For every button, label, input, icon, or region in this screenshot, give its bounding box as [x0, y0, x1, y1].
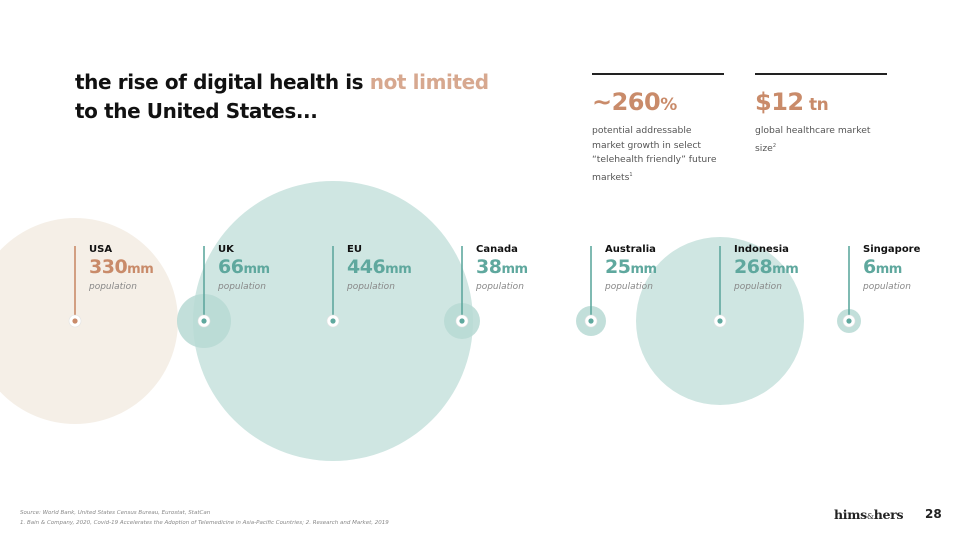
country-name: Canada	[476, 244, 518, 255]
population-value: 25mm	[605, 256, 657, 278]
population-label: population	[476, 282, 524, 292]
page-title: the rise of digital health is not limite…	[75, 68, 515, 126]
reference-note: 1. Bain & Company, 2020, Covid-19 Accele…	[20, 520, 389, 526]
country-name: EU	[347, 244, 362, 255]
stat-value: $12 tn	[755, 88, 829, 116]
country-canada: Canada 38mm population	[476, 244, 528, 292]
marker-dot-singapore	[846, 318, 852, 324]
source-note: Source: World Bank, United States Census…	[20, 510, 211, 516]
stat-divider	[755, 73, 887, 75]
country-usa: USA 330mm population	[89, 244, 154, 292]
stat-divider	[592, 73, 724, 75]
stat-description: potential addressable market growth in s…	[592, 125, 717, 183]
marker-dot-indonesia	[717, 318, 723, 324]
marker-dot-australia	[588, 318, 594, 324]
hims-hers-logo: hims&hers	[834, 507, 904, 522]
country-indonesia: Indonesia 268mm population	[734, 244, 799, 292]
marker-dot-uk	[201, 318, 207, 324]
stat-market-size: $12 tn global healthcare market size2	[755, 73, 887, 156]
country-eu: EU 446mm population	[347, 244, 412, 292]
country-australia: Australia 25mm population	[605, 244, 657, 292]
population-value: 268mm	[734, 256, 799, 278]
population-value: 330mm	[89, 256, 154, 278]
country-name: USA	[89, 244, 113, 255]
country-uk: UK 66mm population	[218, 244, 270, 292]
bubble-usa	[0, 218, 178, 424]
title-accent: not limited	[369, 70, 489, 94]
population-value: 446mm	[347, 256, 412, 278]
population-label: population	[89, 282, 137, 292]
population-label: population	[734, 282, 782, 292]
page-number: 28	[925, 507, 942, 521]
population-value: 38mm	[476, 256, 528, 278]
country-singapore: Singapore 6mm population	[863, 244, 920, 292]
country-name: Australia	[605, 244, 656, 255]
title-part2: to the United States...	[75, 99, 318, 123]
population-label: population	[218, 282, 266, 292]
population-label: population	[863, 282, 911, 292]
country-name: Singapore	[863, 244, 921, 255]
title-part1: the rise of digital health is	[75, 70, 370, 94]
marker-dot-usa	[72, 318, 78, 324]
population-label: population	[347, 282, 395, 292]
stat-value: ~260%	[592, 88, 677, 116]
stat-market-growth: ~260% potential addressable market growt…	[592, 73, 724, 185]
population-label: population	[605, 282, 653, 292]
population-value: 6mm	[863, 256, 902, 278]
country-name: UK	[218, 244, 234, 255]
population-value: 66mm	[218, 256, 270, 278]
stat-description: global healthcare market size2	[755, 125, 871, 154]
marker-dot-eu	[330, 318, 336, 324]
marker-dot-canada	[459, 318, 465, 324]
footnotes: Source: World Bank, United States Census…	[20, 508, 389, 528]
country-name: Indonesia	[734, 244, 789, 255]
